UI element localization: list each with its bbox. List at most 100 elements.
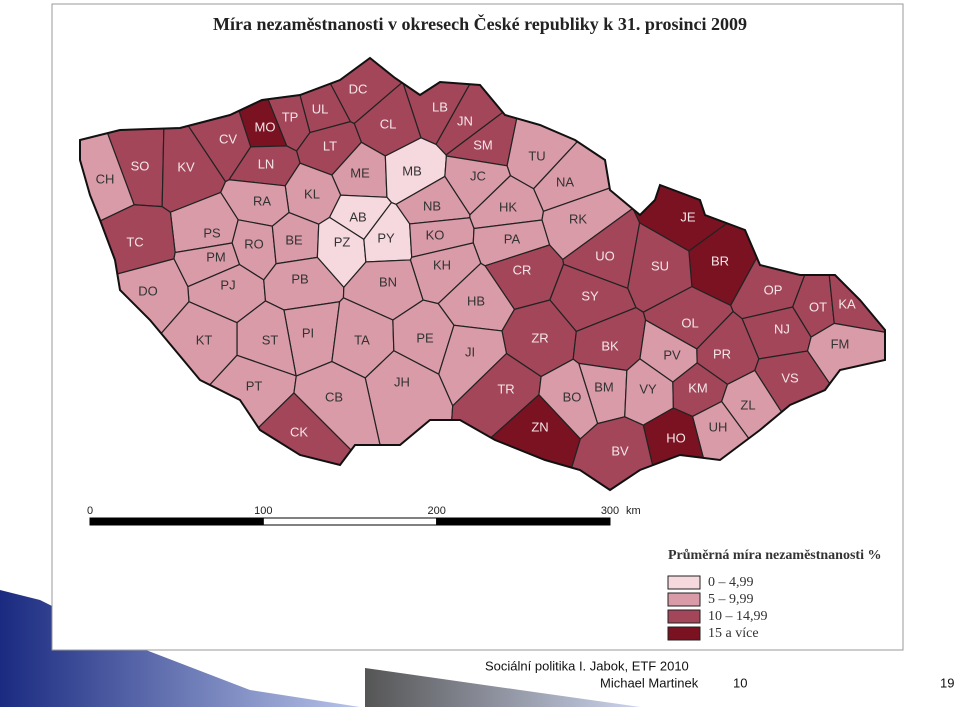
district-label: TP [282, 109, 299, 124]
district-label: PA [504, 231, 521, 246]
district-label: OT [809, 299, 827, 314]
district-label: PJ [220, 277, 235, 292]
district-label: TR [497, 381, 514, 396]
scale-segment [436, 517, 611, 526]
scale-bar: 0 100 200 300 km [87, 505, 641, 526]
district-label: ME [350, 165, 370, 180]
footer-author: Michael Martinek [600, 675, 699, 690]
district-label: SO [131, 158, 150, 173]
district-label: RO [244, 236, 264, 251]
legend-label: 10 – 14,99 [708, 609, 768, 624]
district-label: BM [594, 379, 614, 394]
district-label: PI [302, 325, 314, 340]
district-label: CK [290, 424, 308, 439]
legend-swatch [667, 575, 701, 590]
district-label: PZ [334, 234, 351, 249]
district-label: OL [681, 315, 698, 330]
footer-page: 10 [733, 675, 747, 690]
map-title: Míra nezaměstnanosti v okresech České re… [213, 13, 747, 34]
district-label: HO [666, 430, 686, 445]
district-label: PS [203, 225, 221, 240]
district-label: KO [426, 227, 445, 242]
scale-unit: km [626, 505, 641, 517]
district-label: CL [380, 116, 397, 131]
district-label: ZL [740, 397, 755, 412]
district-label: TU [528, 148, 545, 163]
district-label: AB [349, 209, 366, 224]
footer-text: Sociální politika I. Jabok, ETF 2010 [485, 658, 689, 673]
district-label: BN [379, 274, 397, 289]
district-label: ZR [531, 330, 548, 345]
district-label: JN [457, 113, 473, 128]
district-label: HK [499, 199, 517, 214]
district-label: PB [291, 271, 308, 286]
district-label: NA [556, 174, 574, 189]
legend-label: 0 – 4,99 [708, 575, 754, 590]
scale-tick-label: 100 [254, 505, 272, 517]
district-label: VS [781, 370, 799, 385]
district-label: KV [177, 159, 195, 174]
legend-swatch [667, 626, 701, 641]
legend-swatch [667, 609, 701, 624]
district-label: KT [196, 332, 213, 347]
country-border [79, 56, 886, 492]
scale-segment [89, 517, 264, 526]
district-label: UO [595, 248, 615, 263]
district-label: BO [563, 389, 582, 404]
district-label: JE [680, 209, 696, 224]
district-label: NB [423, 198, 441, 213]
district-label: BE [285, 232, 303, 247]
district-label: KL [304, 186, 320, 201]
district-label: BV [611, 443, 629, 458]
slide-number: 19 [940, 675, 954, 690]
district-label: JI [465, 344, 475, 359]
district-label: RK [569, 211, 587, 226]
district-label: JC [470, 168, 486, 183]
district-label: PE [416, 330, 434, 345]
district-label: LT [323, 138, 337, 153]
decor [365, 668, 640, 707]
district-label: BR [711, 253, 729, 268]
scale-tick-label: 0 [87, 505, 93, 517]
district-label: CR [513, 262, 532, 277]
district-label: KM [688, 380, 708, 395]
district-label: TA [354, 332, 370, 347]
legend-label: 5 – 9,99 [708, 592, 754, 607]
district-label: SM [473, 137, 493, 152]
legend: Průměrná míra nezaměstnanosti % 0 – 4,99… [667, 548, 881, 641]
scale-segment [262, 517, 438, 526]
district-label: DC [349, 81, 368, 96]
district-label: MB [402, 163, 422, 178]
district-label: CH [96, 171, 115, 186]
district-label: MO [255, 119, 276, 134]
district-label: HB [467, 293, 485, 308]
district-label: PR [713, 346, 731, 361]
district-label: PM [206, 249, 226, 264]
legend-title: Průměrná míra nezaměstnanosti % [668, 548, 881, 563]
district-label: CB [325, 389, 343, 404]
district-label: PV [663, 347, 681, 362]
district-label: FM [831, 336, 850, 351]
legend-label: 15 a více [708, 626, 759, 641]
district-label: KH [433, 257, 451, 272]
district-label: ST [262, 332, 279, 347]
district-label: OP [764, 282, 783, 297]
district-label: CV [219, 131, 237, 146]
district-label: UH [709, 419, 728, 434]
decor [0, 590, 360, 707]
district [554, 416, 667, 490]
district-label: LN [258, 156, 275, 171]
scale-tick-label: 200 [427, 505, 445, 517]
district-label: PT [246, 378, 263, 393]
district-label: SY [581, 288, 599, 303]
district-label: ZN [531, 419, 548, 434]
district-label: UL [312, 101, 329, 116]
district-label: LB [432, 99, 448, 114]
district-label: DO [138, 283, 158, 298]
scale-tick-label: 300 [601, 505, 619, 517]
district-label: RA [253, 193, 271, 208]
district-label: TC [126, 234, 143, 249]
district-label: JH [394, 374, 410, 389]
district-label: BK [601, 338, 619, 353]
